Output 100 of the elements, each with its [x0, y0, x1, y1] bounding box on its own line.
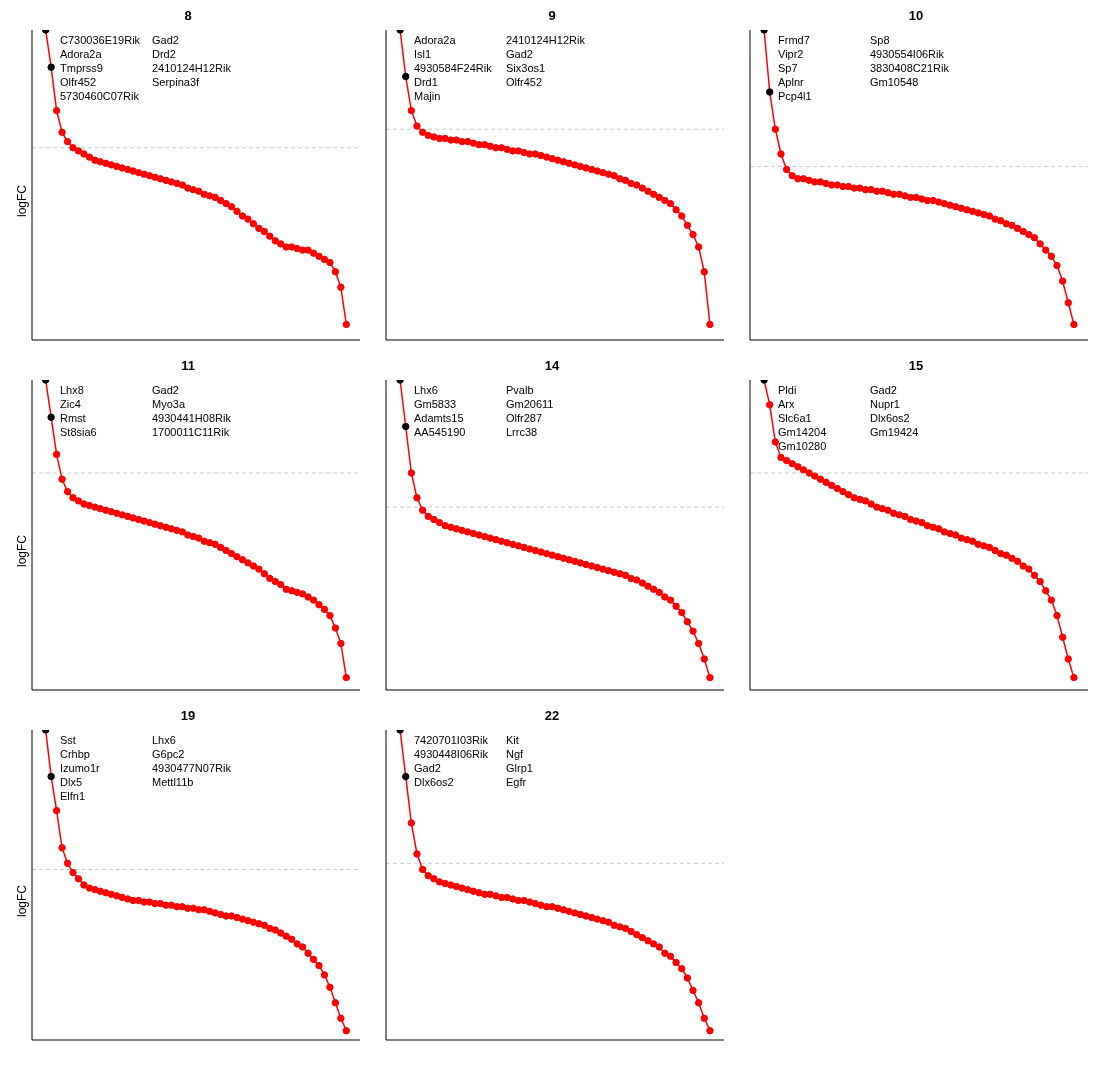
point	[678, 212, 686, 220]
point	[694, 639, 703, 648]
point	[458, 137, 466, 146]
point	[80, 150, 88, 158]
point	[452, 136, 461, 144]
point	[655, 193, 663, 202]
point	[706, 320, 714, 329]
point	[1058, 277, 1067, 285]
annotation: 4930584F24Rik	[414, 62, 492, 75]
point	[559, 158, 568, 166]
point	[582, 560, 590, 569]
point	[69, 868, 77, 877]
point	[957, 534, 965, 542]
point	[929, 196, 937, 205]
point	[407, 819, 416, 827]
point	[873, 187, 881, 195]
annotation: Gad2	[506, 48, 533, 61]
annotation: Mettl11b	[152, 776, 194, 789]
point	[610, 921, 618, 929]
point	[469, 139, 478, 147]
annotation: Adora2a	[414, 34, 456, 47]
point	[480, 890, 489, 898]
point	[833, 484, 842, 493]
point	[178, 528, 187, 536]
point	[402, 422, 410, 431]
point	[672, 602, 680, 610]
point	[63, 487, 72, 496]
point	[58, 844, 66, 852]
point	[320, 971, 329, 979]
annotation: Aplnr	[778, 76, 804, 89]
annotation: Six3os1	[506, 62, 546, 75]
point	[683, 618, 692, 626]
point	[799, 175, 808, 183]
point	[649, 585, 658, 593]
point	[413, 494, 421, 502]
point	[326, 258, 334, 267]
point	[69, 144, 77, 152]
point	[661, 949, 669, 957]
point	[129, 896, 137, 905]
point	[1064, 299, 1072, 307]
annotation: Lhx6	[152, 734, 176, 747]
point	[1002, 220, 1011, 228]
point	[1002, 551, 1011, 559]
point	[822, 478, 830, 486]
point	[1064, 655, 1072, 663]
point	[326, 983, 334, 991]
annotation: Slc6a1	[778, 412, 812, 425]
point	[211, 909, 219, 917]
point	[1019, 562, 1027, 570]
point	[839, 487, 847, 496]
point	[822, 179, 830, 188]
point	[162, 176, 170, 185]
annotation: 2410124H12Rik	[152, 62, 231, 75]
point	[991, 215, 999, 223]
point	[531, 546, 539, 555]
point	[58, 128, 66, 136]
annotation: Gm10280	[778, 440, 827, 453]
point	[593, 167, 601, 175]
point	[249, 562, 258, 570]
point	[458, 884, 466, 892]
point	[576, 559, 585, 567]
annotation: Gm5833	[414, 398, 457, 411]
point	[58, 475, 66, 483]
point	[996, 549, 1005, 558]
point	[441, 134, 449, 143]
point	[140, 898, 148, 906]
point	[304, 593, 312, 601]
chart-title: 19	[179, 708, 197, 724]
point	[638, 184, 647, 192]
point	[604, 170, 613, 178]
point	[666, 596, 675, 604]
point	[320, 605, 329, 614]
point	[430, 875, 438, 883]
point	[963, 535, 971, 544]
point	[402, 72, 410, 81]
point	[766, 401, 774, 409]
point	[531, 150, 539, 158]
point	[430, 133, 438, 141]
point	[565, 159, 573, 167]
point	[492, 535, 500, 544]
point	[91, 156, 99, 164]
point	[918, 195, 926, 203]
point	[565, 556, 573, 564]
point	[632, 930, 641, 939]
annotation: Adamts15	[414, 412, 464, 425]
point	[1053, 611, 1061, 620]
point	[587, 165, 596, 174]
point	[293, 588, 301, 597]
point	[492, 144, 500, 152]
point	[678, 608, 686, 617]
point	[277, 929, 285, 937]
annotation: Nupr1	[870, 398, 900, 411]
point	[683, 221, 692, 229]
point	[554, 156, 562, 164]
point	[884, 189, 892, 197]
point	[129, 514, 137, 522]
point	[935, 198, 943, 206]
point	[706, 1027, 714, 1035]
point	[195, 187, 203, 195]
point	[794, 463, 802, 471]
